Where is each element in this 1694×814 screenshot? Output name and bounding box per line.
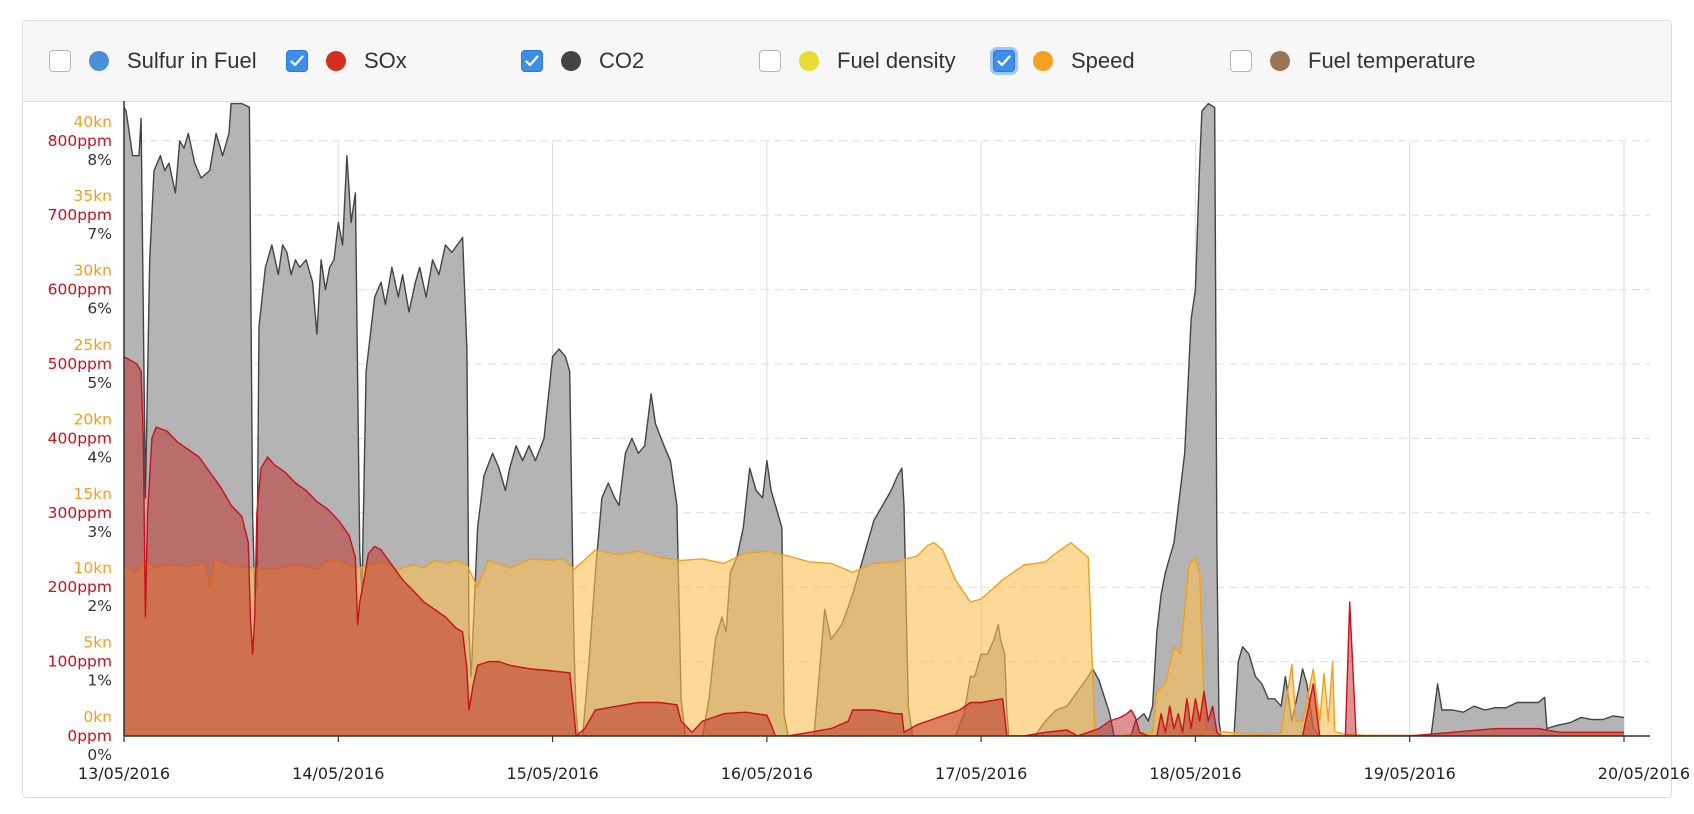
- x-tick-label: 15/05/2016: [506, 764, 598, 783]
- legend-label: SOx: [364, 48, 407, 73]
- legend-label: Sulfur in Fuel: [127, 48, 257, 73]
- legend-color-dot: [561, 51, 581, 71]
- y-tick-co2: 8%: [87, 151, 112, 169]
- y-tick-co2: 5%: [87, 374, 112, 392]
- legend-label: Speed: [1071, 48, 1135, 73]
- legend-item-fuel-density[interactable]: Fuel density: [759, 21, 956, 101]
- y-tick-speed: 0kn: [83, 708, 112, 726]
- legend: Sulfur in Fuel SOx CO2 Fuel density Speed Fue…: [23, 21, 1671, 102]
- legend-label: CO2: [599, 48, 645, 73]
- y-tick-sox: 700ppm: [48, 206, 112, 224]
- legend-item-fuel-temperature[interactable]: Fuel temperature: [1230, 21, 1476, 101]
- y-axis-ticks: 0kn 5kn 10kn 15kn 20kn 25kn 30kn 35kn 40kn 0ppm 10…: [48, 113, 112, 764]
- legend-item-co2[interactable]: CO2: [521, 21, 644, 101]
- y-tick-speed: 25kn: [73, 336, 112, 354]
- legend-checkbox[interactable]: [993, 50, 1015, 72]
- y-tick-sox: 500ppm: [48, 355, 112, 373]
- x-tick-label: 20/05/2016: [1598, 764, 1690, 783]
- x-tick-label: 18/05/2016: [1149, 764, 1241, 783]
- x-tick-label: 14/05/2016: [292, 764, 384, 783]
- legend-checkbox[interactable]: [286, 50, 308, 72]
- series-line-sox: [124, 355, 1624, 736]
- legend-color-dot: [326, 51, 346, 71]
- y-tick-co2: 3%: [87, 523, 112, 541]
- legend-color-dot: [89, 51, 109, 71]
- y-tick-co2: 6%: [87, 300, 112, 318]
- legend-label: Fuel density: [837, 48, 956, 73]
- y-tick-speed: 10kn: [73, 559, 112, 577]
- x-tick-label: 16/05/2016: [721, 764, 813, 783]
- y-tick-sox: 600ppm: [48, 281, 112, 299]
- y-tick-sox: 400ppm: [48, 429, 112, 447]
- y-tick-speed: 15kn: [73, 485, 112, 503]
- legend-checkbox[interactable]: [759, 50, 781, 72]
- y-tick-speed: 20kn: [73, 410, 112, 428]
- y-tick-sox: 200ppm: [48, 578, 112, 596]
- y-tick-speed: 5kn: [83, 634, 112, 652]
- checkmark-icon: [997, 55, 1011, 67]
- y-tick-co2: 7%: [87, 225, 112, 243]
- y-tick-speed: 40kn: [73, 113, 112, 131]
- x-tick-label: 13/05/2016: [78, 764, 170, 783]
- y-tick-speed: 30kn: [73, 262, 112, 280]
- y-tick-sox: 100ppm: [48, 653, 112, 671]
- legend-color-dot: [799, 51, 819, 71]
- y-tick-sox: 0ppm: [67, 727, 112, 745]
- legend-checkbox[interactable]: [1230, 50, 1252, 72]
- series-area-sox: [124, 356, 1624, 736]
- legend-color-dot: [1033, 51, 1053, 71]
- legend-color-dot: [1270, 51, 1290, 71]
- y-tick-sox: 800ppm: [48, 132, 112, 150]
- x-tick-label: 19/05/2016: [1364, 764, 1456, 783]
- legend-item-sox[interactable]: SOx: [286, 21, 407, 101]
- checkmark-icon: [290, 55, 304, 67]
- x-tick-label: 17/05/2016: [935, 764, 1027, 783]
- y-tick-co2: 1%: [87, 672, 112, 690]
- y-tick-speed: 35kn: [73, 187, 112, 205]
- checkmark-icon: [525, 55, 539, 67]
- y-tick-co2: 4%: [87, 448, 112, 466]
- legend-item-speed[interactable]: Speed: [993, 21, 1135, 101]
- y-tick-sox: 300ppm: [48, 504, 112, 522]
- legend-checkbox[interactable]: [49, 50, 71, 72]
- y-tick-co2: 0%: [87, 746, 112, 764]
- y-tick-co2: 2%: [87, 597, 112, 615]
- legend-checkbox[interactable]: [521, 50, 543, 72]
- x-axis-ticks: 13/05/2016 14/05/2016 15/05/2016 16/05/2016…: [78, 736, 1690, 783]
- series-layer: [124, 102, 1625, 736]
- legend-item-sulfur-in-fuel[interactable]: Sulfur in Fuel: [49, 21, 257, 101]
- legend-label: Fuel temperature: [1308, 48, 1476, 73]
